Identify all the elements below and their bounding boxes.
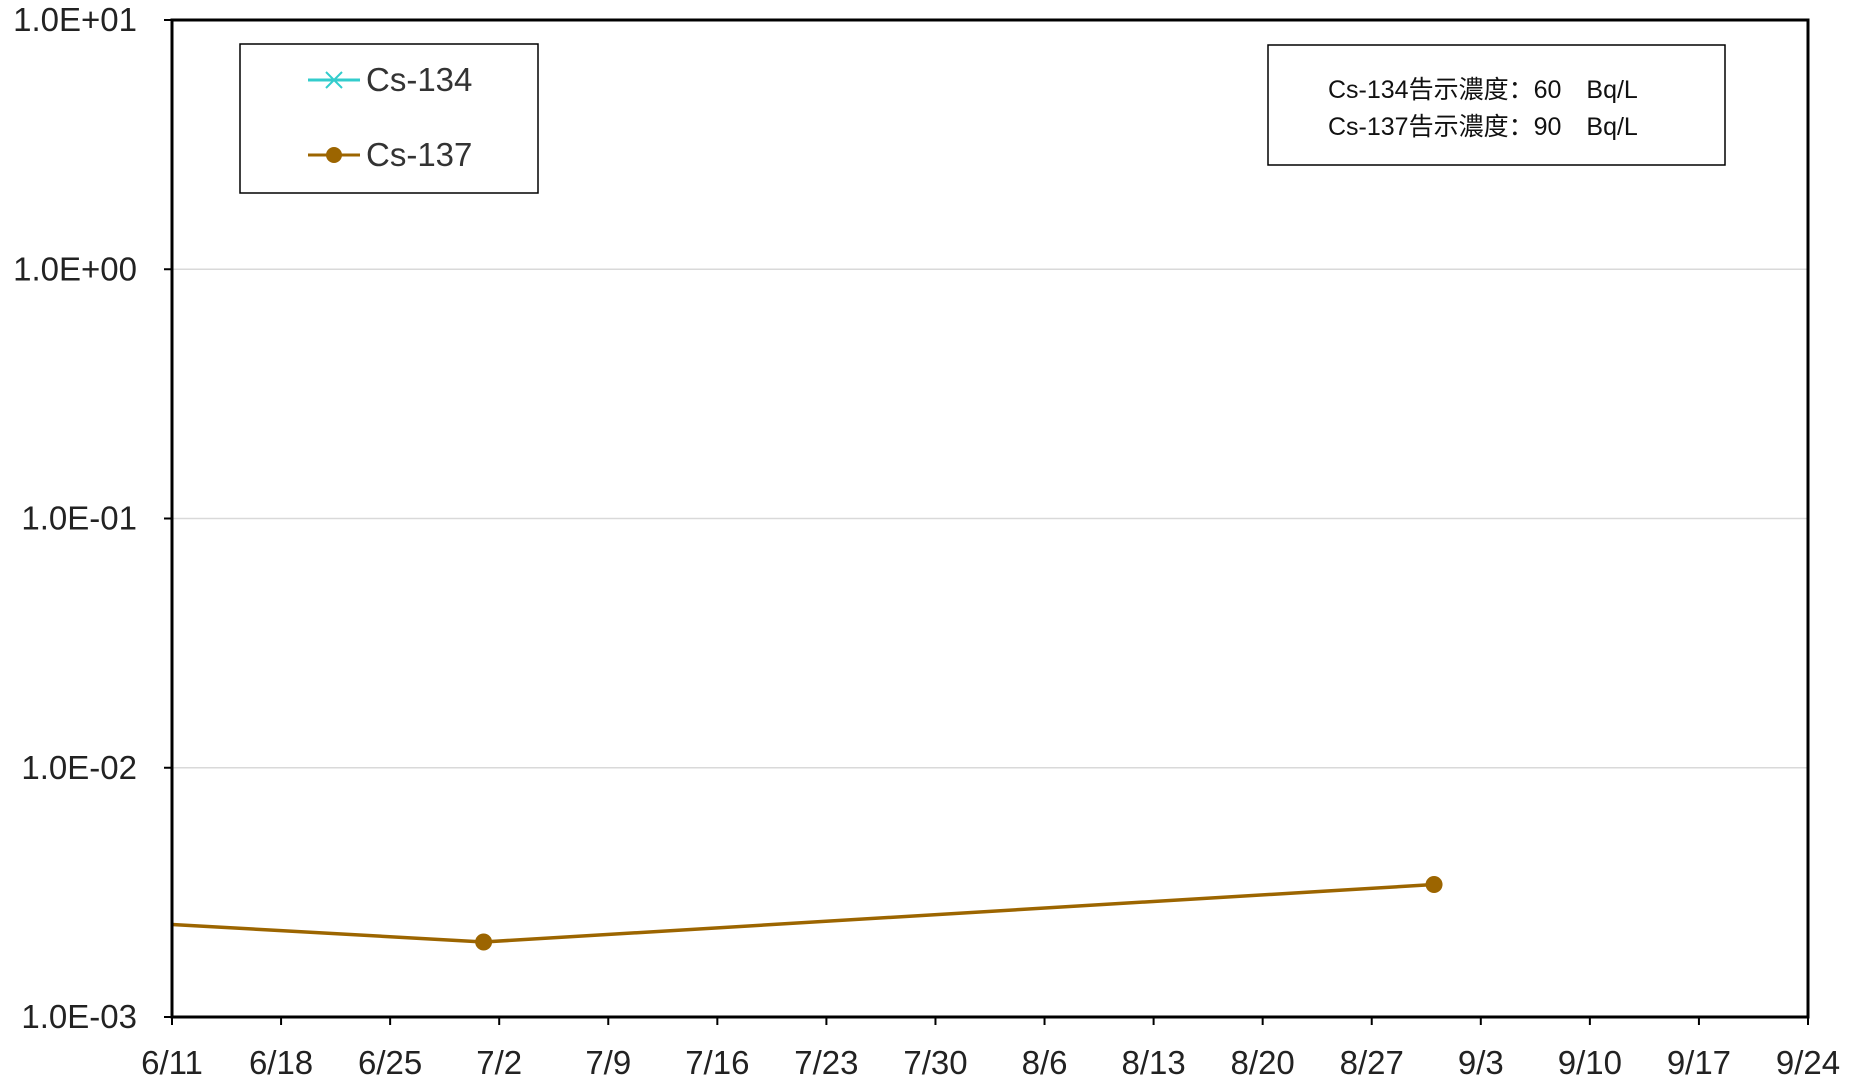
y-tick-label: 1.0E-02 [21, 749, 137, 786]
x-tick-label: 9/17 [1667, 1044, 1731, 1081]
y-tick-label: 1.0E-03 [21, 998, 137, 1035]
y-tick-label: 1.0E+01 [13, 1, 137, 38]
x-tick-label: 7/2 [476, 1044, 522, 1081]
x-axis-ticks: 6/11 6/18 6/25 7/2 7/9 7/16 7/23 7/30 8/6 8/13 8/2… [141, 1017, 1840, 1081]
annotation-box [1267, 44, 1726, 166]
y-tick-label: 1.0E-01 [21, 500, 137, 537]
x-tick-label: 7/9 [585, 1044, 631, 1081]
x-tick-label: 8/6 [1022, 1044, 1068, 1081]
legend-label-cs134: Cs-134 [366, 61, 472, 98]
x-tick-label: 8/27 [1340, 1044, 1404, 1081]
legend-circle-marker-icon [326, 147, 342, 163]
x-tick-label: 8/20 [1231, 1044, 1295, 1081]
annotation: Cs-134告示濃度：60 Bq/L Cs-137告示濃度：90 Bq/L [1267, 44, 1726, 166]
x-tick-label: 9/10 [1558, 1044, 1622, 1081]
legend-label-cs137: Cs-137 [366, 136, 472, 173]
x-tick-label: 6/18 [249, 1044, 313, 1081]
data-point-cs-137 [475, 933, 493, 951]
x-tick-label: 8/13 [1121, 1044, 1185, 1081]
annotation-line-cs137: Cs-137告示濃度：90 Bq/L [1328, 113, 1638, 141]
legend: Cs-134 Cs-137 [239, 43, 539, 194]
x-tick-label: 7/30 [903, 1044, 967, 1081]
x-tick-label: 7/23 [794, 1044, 858, 1081]
data-point-cs-137 [1425, 876, 1443, 894]
x-tick-label: 9/24 [1776, 1044, 1840, 1081]
legend-box [239, 43, 539, 194]
x-tick-label: 7/16 [685, 1044, 749, 1081]
series-layer [171, 876, 1443, 951]
y-tick-label: 1.0E+00 [13, 250, 137, 287]
x-tick-label: 6/11 [141, 1044, 203, 1081]
y-axis-ticks: 1.0E+01 1.0E+00 1.0E-01 1.0E-02 1.0E-03 [13, 1, 172, 1035]
legend-x-marker-icon [325, 71, 343, 89]
x-tick-label: 9/3 [1458, 1044, 1504, 1081]
annotation-line-cs134: Cs-134告示濃度：60 Bq/L [1328, 76, 1638, 104]
x-tick-label: 6/25 [358, 1044, 422, 1081]
